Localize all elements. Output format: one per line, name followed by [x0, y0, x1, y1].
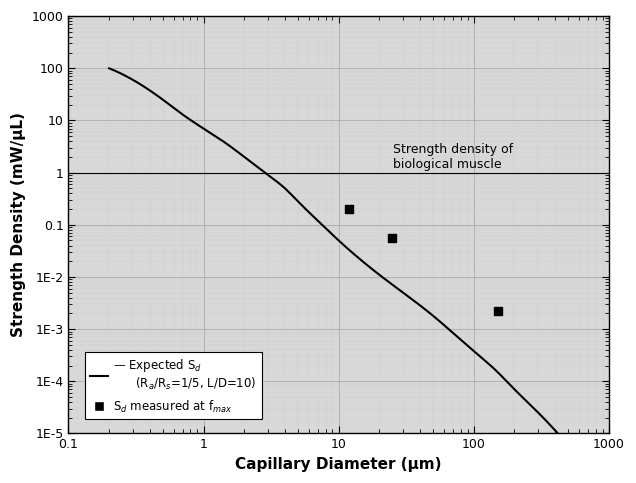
Point	[344, 205, 354, 213]
Legend: — Expected S$_d$
      (R$_a$/R$_s$=1/5, L/D=10), S$_d$ measured at f$_{max}$: — Expected S$_d$ (R$_a$/R$_s$=1/5, L/D=1…	[85, 352, 261, 419]
Y-axis label: Strength Density (mW/μL): Strength Density (mW/μL)	[11, 113, 26, 337]
X-axis label: Capillary Diameter (μm): Capillary Diameter (μm)	[235, 457, 442, 472]
Point	[492, 307, 502, 315]
Text: Strength density of
biological muscle: Strength density of biological muscle	[393, 143, 513, 171]
Point	[387, 234, 398, 242]
